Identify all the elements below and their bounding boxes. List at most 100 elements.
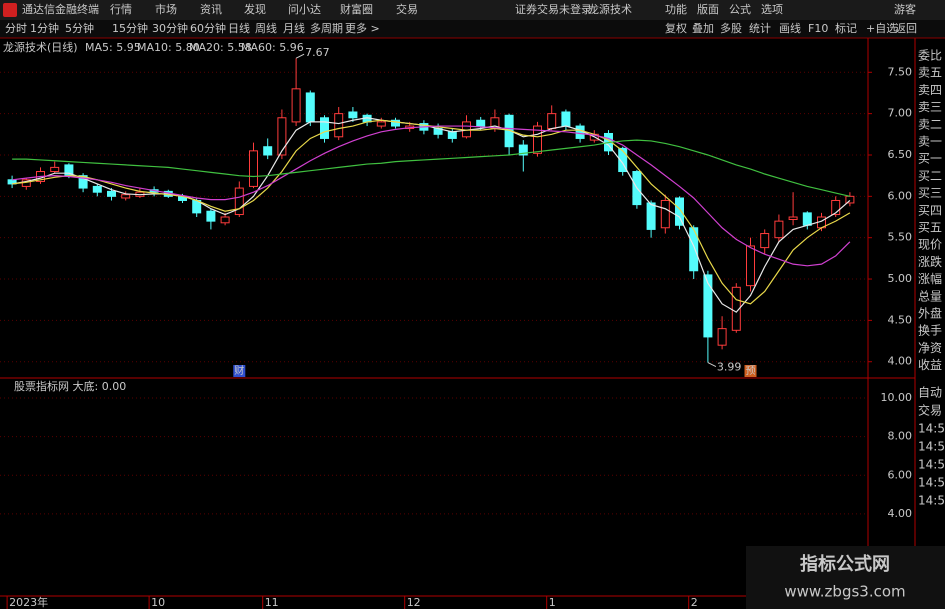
candle-body <box>845 195 855 204</box>
candle-body <box>291 88 301 123</box>
pointer <box>295 53 305 59</box>
menu-item[interactable]: 选项 <box>761 3 783 16</box>
candle-body <box>731 286 741 331</box>
quote-label: 买一 <box>918 152 942 166</box>
tool-button[interactable]: +自选 <box>866 22 897 35</box>
tool-button[interactable]: F10 <box>808 22 828 35</box>
period-button[interactable]: 15分钟 <box>112 21 148 35</box>
candle-body <box>774 220 784 239</box>
candle-body <box>575 125 585 139</box>
status: 证券交易未登录 <box>515 2 592 16</box>
menu-item[interactable]: 行情 <box>110 3 132 16</box>
quote-label: 涨幅 <box>918 271 942 286</box>
candle-body <box>121 194 131 199</box>
ma-line <box>12 139 851 197</box>
candle-body <box>703 274 713 338</box>
candle-body <box>391 119 400 127</box>
menu-item[interactable]: 问小达 <box>288 3 321 16</box>
tool-button[interactable]: 多股 <box>720 21 742 35</box>
menu-item[interactable]: 功能 <box>665 2 687 16</box>
candle-body <box>92 185 102 193</box>
y-tick-label: 6.00 <box>888 189 913 202</box>
event-badge <box>233 365 246 377</box>
period-button[interactable]: 30分钟 <box>152 21 188 35</box>
event-marker[interactable]: 预 <box>746 365 756 377</box>
y-tick-label: 4.00 <box>888 507 913 520</box>
ma-legend: MA60: 5.96 <box>241 41 304 54</box>
x-tick-label: 2023年 <box>9 595 48 609</box>
tool-button[interactable]: 返回 <box>895 22 917 35</box>
menu-item[interactable]: 市场 <box>155 2 177 16</box>
event-badge <box>744 365 757 377</box>
candle-body <box>760 233 770 249</box>
watermark-url: www.zbgs3.com <box>784 583 905 601</box>
candle-body <box>107 190 116 197</box>
ma-legend: MA10: 5.80 <box>137 41 200 54</box>
candle-body <box>50 166 60 173</box>
quote-label: 涨跌 <box>918 254 942 269</box>
y-tick-label: 8.00 <box>888 430 913 443</box>
tool-button[interactable]: 画线 <box>779 21 801 35</box>
quote-label: 买四 <box>918 203 942 217</box>
quote-label: 现价 <box>918 238 942 252</box>
menu-item[interactable]: 财富圈 <box>340 2 373 16</box>
user[interactable]: 游客 <box>894 2 916 16</box>
candle-body <box>320 117 329 139</box>
candle-body <box>660 199 670 229</box>
candle-body <box>689 227 699 272</box>
y-tick-label: 5.50 <box>888 231 913 244</box>
title-bar <box>0 0 945 20</box>
tool-button[interactable]: 统计 <box>749 22 771 35</box>
candle-body <box>476 119 486 127</box>
trade-label: 14:55 <box>918 458 945 472</box>
low-label: 3.99 <box>717 361 742 374</box>
tool-button[interactable]: 标记 <box>835 21 857 35</box>
trade-label: 14:55 <box>918 476 945 490</box>
quote-label: 买五 <box>918 221 942 235</box>
candle-body <box>618 147 628 173</box>
candle-body <box>561 111 571 127</box>
chart-title: 龙源技术(日线) <box>3 40 78 54</box>
quote-label: 买二 <box>918 169 942 183</box>
y-tick-label: 4.00 <box>888 355 913 368</box>
candle-body <box>788 216 798 220</box>
period-button[interactable]: 周线 <box>255 21 277 35</box>
period-button[interactable]: 多周期 <box>310 21 343 35</box>
period-button[interactable]: 更多 > <box>345 21 380 35</box>
y-tick-label: 6.00 <box>888 468 913 481</box>
tool-button[interactable]: 叠加 <box>692 22 714 35</box>
period-button[interactable]: 分时 <box>5 22 27 35</box>
menu-item[interactable]: 资讯 <box>200 3 222 16</box>
candle-body <box>277 117 287 156</box>
trade-label: 14:55 <box>918 440 945 454</box>
y-tick-label: 4.50 <box>888 313 913 326</box>
period-button[interactable]: 月线 <box>283 21 305 35</box>
menu-item[interactable]: 交易 <box>396 2 418 16</box>
period-button[interactable]: 60分钟 <box>190 21 226 35</box>
event-marker[interactable]: 财 <box>234 364 244 377</box>
watermark-box <box>746 546 945 609</box>
period-button[interactable]: 日线 <box>228 21 250 35</box>
candle-body <box>646 202 656 230</box>
quote-label: 总量 <box>918 289 942 303</box>
x-tick-label: 2 <box>691 596 698 609</box>
candle-body <box>249 150 258 187</box>
quote-label: 外盘 <box>918 306 942 321</box>
trade-label: 14:55 <box>918 494 945 508</box>
period-button[interactable]: 5分钟 <box>65 21 94 35</box>
trade-label: 14:55 <box>918 422 945 436</box>
menu-item[interactable]: 公式 <box>729 3 751 16</box>
candle-body <box>547 113 557 130</box>
period-button[interactable]: 1分钟 <box>30 21 59 35</box>
tool-button[interactable]: 复权 <box>665 21 687 35</box>
candle-body <box>348 111 358 119</box>
menu-item[interactable]: 版面 <box>697 2 719 16</box>
status: 龙源技术 <box>588 2 632 16</box>
quote-label: 委比 <box>918 49 942 63</box>
ma-legend: MA20: 5.58 <box>189 41 252 54</box>
menu-item[interactable]: 发现 <box>244 2 266 16</box>
quote-label: 净资 <box>918 341 942 355</box>
app-name: 通达信金融终端 <box>22 2 99 16</box>
high-label: 7.67 <box>305 46 330 59</box>
